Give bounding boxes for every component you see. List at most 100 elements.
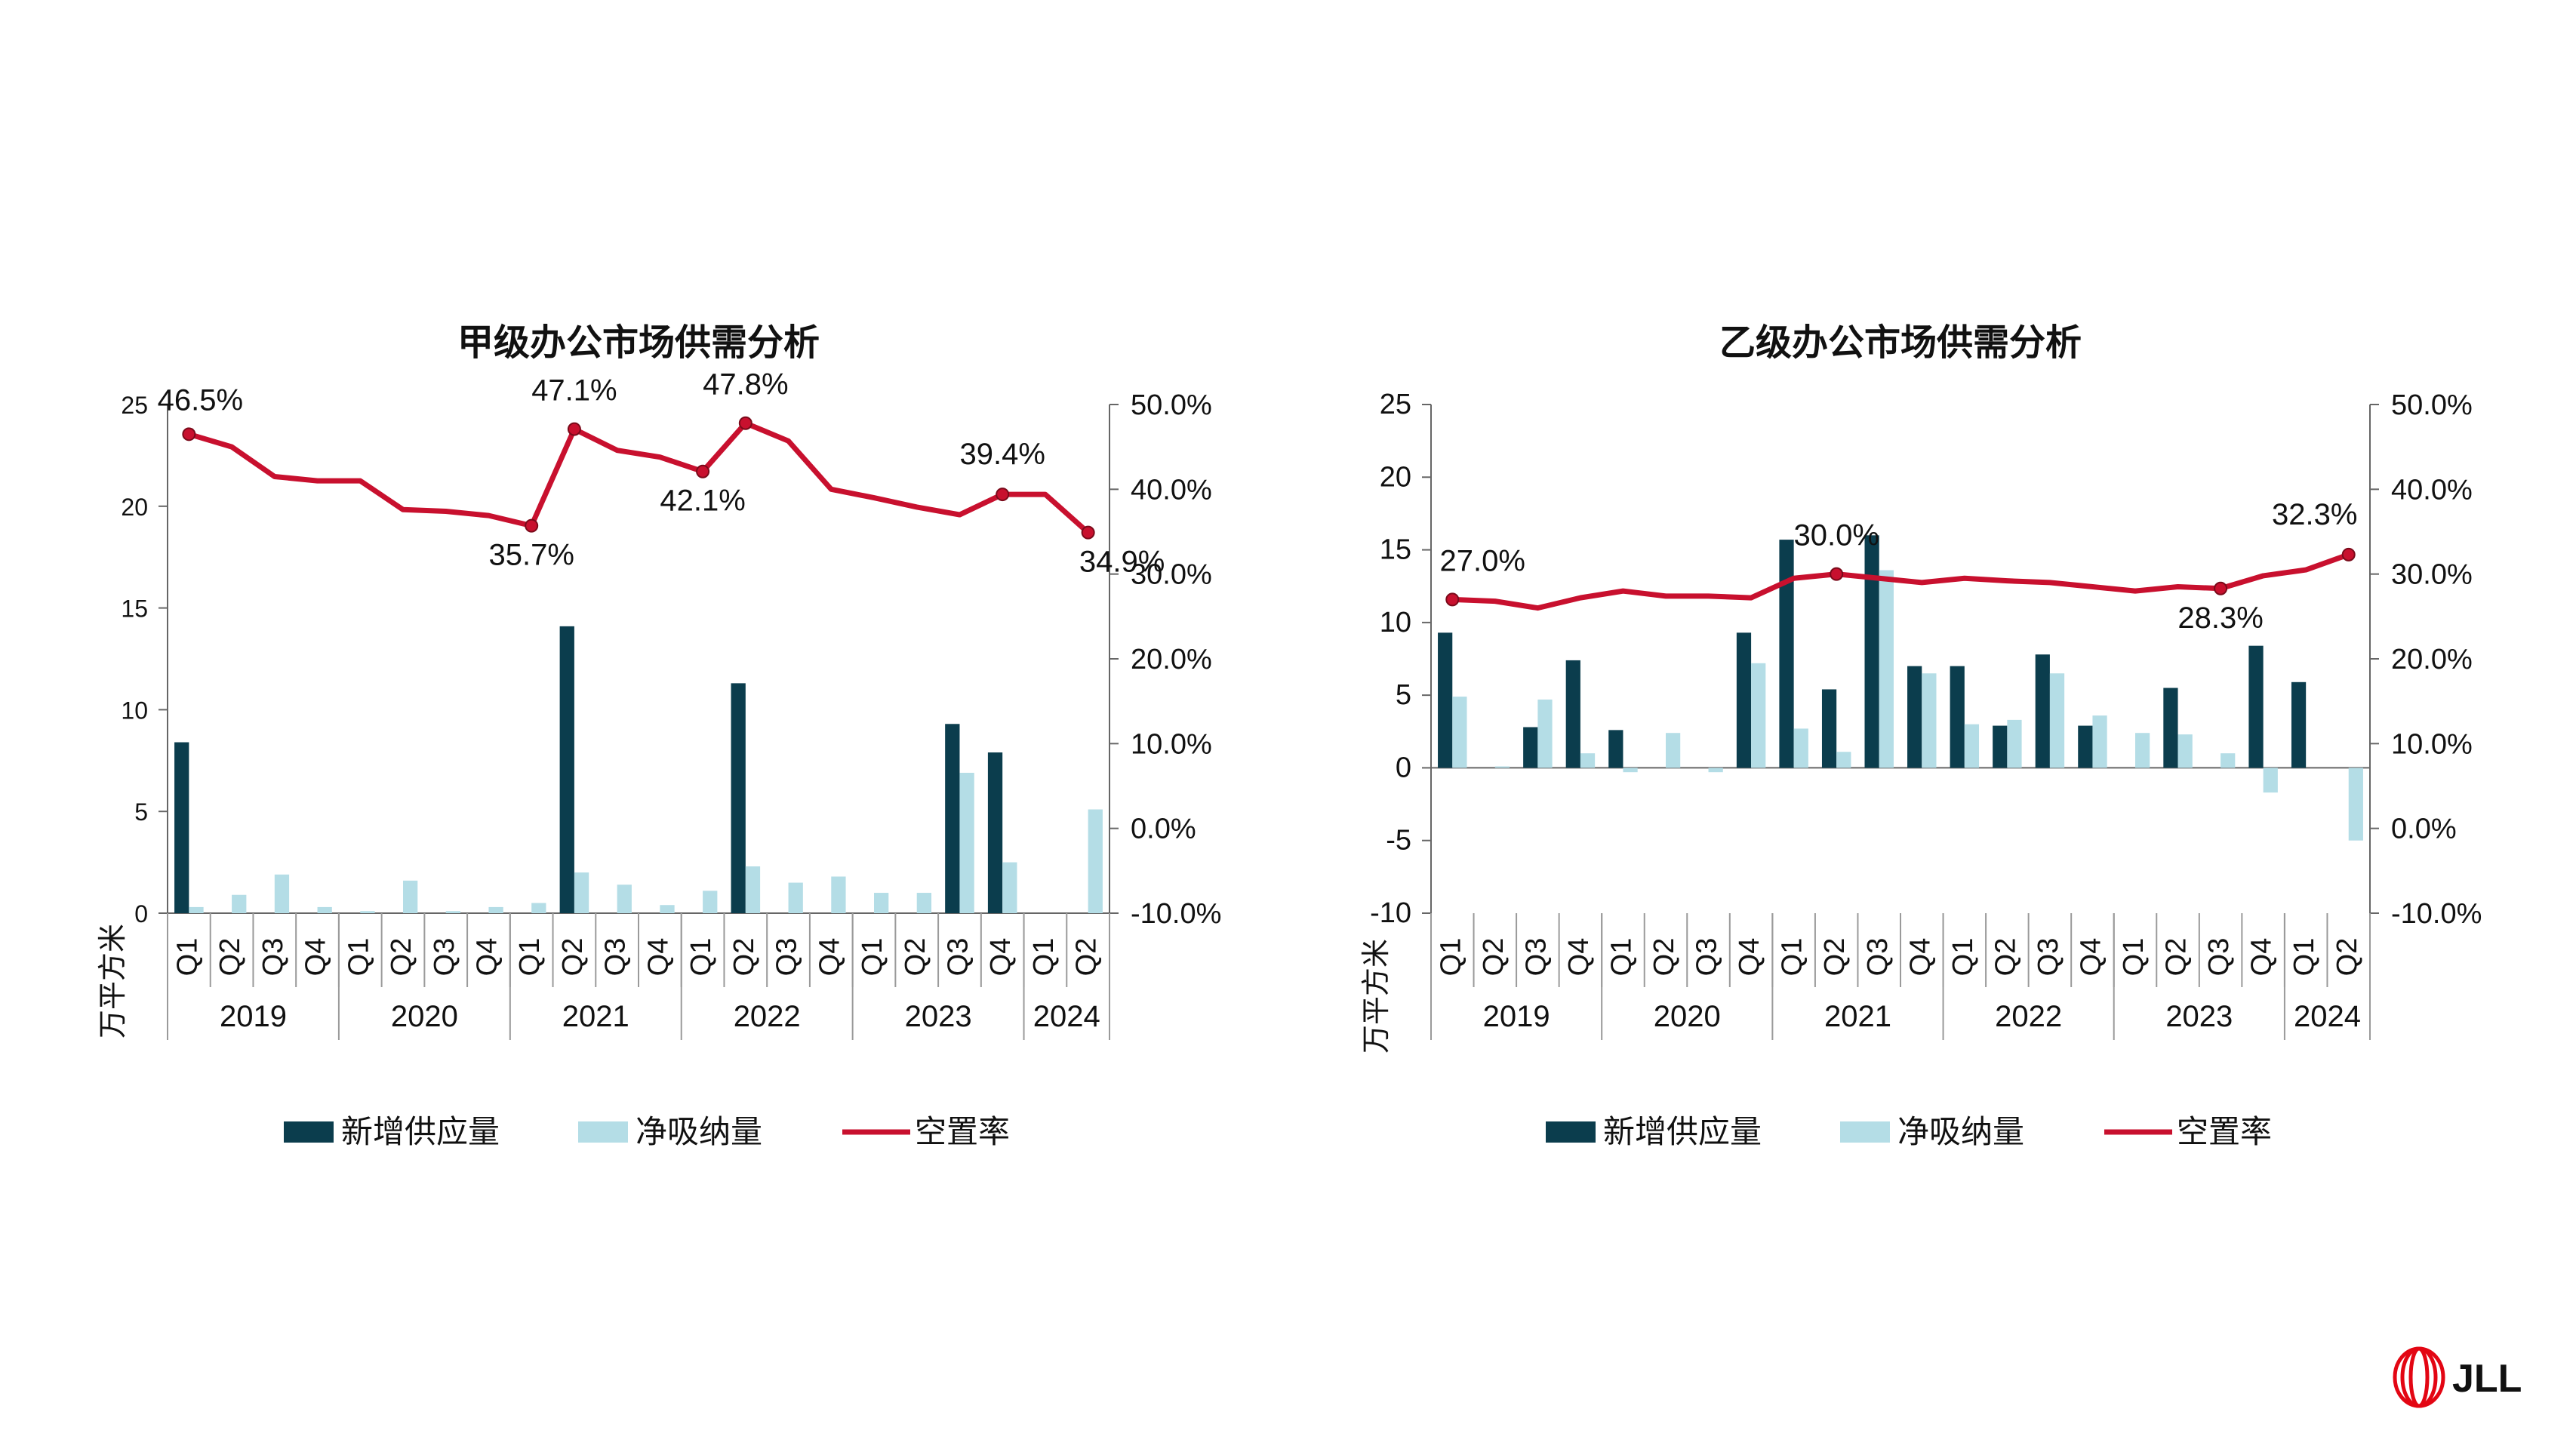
x-tick-label-quarter: Q1 [1947,938,1979,977]
supply-bar [1779,540,1794,768]
supply-bar [1736,632,1752,768]
chart-grade-b: 乙级办公市场供需分析 25 20 15 10 5 0 -5 -10 50.0% 40.0% 30.0%… [1361,323,2482,1149]
supply-bar [2035,654,2050,768]
x-tick-label-year: 2023 [2165,1000,2233,1033]
y-tick-label-left: 5 [134,798,148,826]
supply-bar [559,626,574,913]
vacancy-line [186,420,1091,536]
vacancy-marker [1081,525,1095,540]
absorption-bar [1708,768,1723,773]
absorption-bar [1751,663,1766,768]
supply-bar [945,724,960,913]
x-tick-label-quarter: Q3 [600,938,632,977]
supply-bar [1821,689,1837,768]
vacancy-data-label: 32.3% [2272,498,2357,531]
vacancy-data-label: 47.1% [531,374,617,408]
vacancy-marker [696,464,710,478]
vacancy-marker [182,427,196,441]
supply-bar [987,752,1003,913]
supply-bar [2291,681,2307,768]
y-tick-label-left: -10 [1370,897,1411,929]
x-tick-label-year: 2021 [1824,1000,1891,1033]
vacancy-marker [996,488,1010,502]
absorption-bar [403,880,418,913]
y-tick-label-right: 0.0% [2391,814,2457,845]
legend-label-absorption: 净吸纳量 [636,1114,762,1149]
x-tick-label-quarter: Q1 [514,938,546,977]
vacancy-data-label: 47.8% [703,368,788,401]
supply-bar [1608,730,1623,768]
y-tick-label-left: 0 [1396,752,1411,783]
y-tick-label-left: 5 [1396,679,1411,711]
x-tick-label-quarter: Q3 [1691,938,1723,977]
y-tick-label-right: 30.0% [1131,559,1212,591]
x-tick-label-year: 2023 [905,1000,972,1033]
y-tick-label-right: -10.0% [1131,898,1221,930]
supply-bar [1565,660,1580,768]
vacancy-data-label: 39.4% [959,438,1045,471]
supply-bar [731,683,746,913]
absorption-bar [916,893,932,913]
y-axis-unit-label: 万平方米 [1361,939,1393,1054]
supply-bar [1950,666,1965,768]
x-tick-label-quarter: Q3 [1862,938,1894,977]
x-tick-label-quarter: Q3 [429,938,460,977]
absorption-bar [445,911,461,913]
y-tick-label-right: 0.0% [1131,814,1196,845]
x-tick-label-quarter: Q2 [900,938,931,977]
x-tick-label-quarter: Q2 [557,938,589,977]
absorption-bar [831,876,846,913]
absorption-bar [788,882,803,913]
x-tick-label-quarter: Q1 [1605,938,1637,977]
absorption-bar [617,884,632,913]
absorption-bar [1964,724,1980,768]
vacancy-data-label: 28.3% [2177,601,2263,635]
x-tick-label-quarter: Q2 [1648,938,1680,977]
absorption-bar [2049,673,2065,768]
x-tick-label-quarter: Q4 [1563,938,1595,977]
x-tick-label-quarter: Q3 [257,938,289,977]
legend-label-vacancy: 空置率 [2177,1114,2272,1149]
y-tick-label-right: 40.0% [1131,474,1212,506]
y-tick-label-left: 20 [121,494,148,521]
absorption-bar [1452,697,1467,768]
x-tick-label-quarter: Q1 [343,938,374,977]
x-tick-label-year: 2024 [2294,1000,2361,1033]
absorption-bar [2263,768,2278,793]
y-axis-unit-label: 万平方米 [97,924,129,1038]
y-tick-label-left: -5 [1386,825,1411,857]
x-tick-label-quarter: Q1 [685,938,717,977]
absorption-bar [574,872,589,913]
x-tick-label-quarter: Q3 [771,938,803,977]
absorption-bar [2007,719,2022,768]
x-tick-label-quarter: Q2 [214,938,246,977]
x-tick-label-year: 2024 [1033,1000,1100,1033]
absorption-bar [1537,699,1553,768]
y-tick-label-right: 20.0% [1131,644,1212,675]
y-tick-label-left: 0 [134,900,148,928]
absorption-bar [2135,733,2150,768]
x-tick-label-year: 2020 [1654,1000,1721,1033]
absorption-bar [2177,734,2193,768]
absorption-bar [531,903,546,913]
legend-swatch-supply [284,1121,334,1143]
absorption-bar [274,874,290,913]
vacancy-data-label: 34.9% [1079,546,1165,579]
x-tick-label-quarter: Q4 [985,938,1017,977]
legend-swatch-absorption [578,1121,628,1143]
supply-bar [1993,725,2008,768]
x-tick-label-quarter: Q4 [300,938,332,977]
vacancy-marker [1830,567,1844,581]
vacancy-line [1449,552,2352,611]
absorption-bar [660,905,675,913]
legend-label-supply: 新增供应量 [341,1114,500,1149]
vacancy-data-label: 30.0% [1793,519,1879,552]
y-tick-label-left: 10 [1380,607,1411,638]
x-tick-label-quarter: Q4 [1904,938,1936,977]
vacancy-marker [738,416,752,430]
supply-bar [2248,645,2264,768]
y-tick-label-right: 10.0% [1131,728,1212,760]
absorption-bar [959,772,974,913]
jll-logo: JLL [2393,1346,2522,1408]
